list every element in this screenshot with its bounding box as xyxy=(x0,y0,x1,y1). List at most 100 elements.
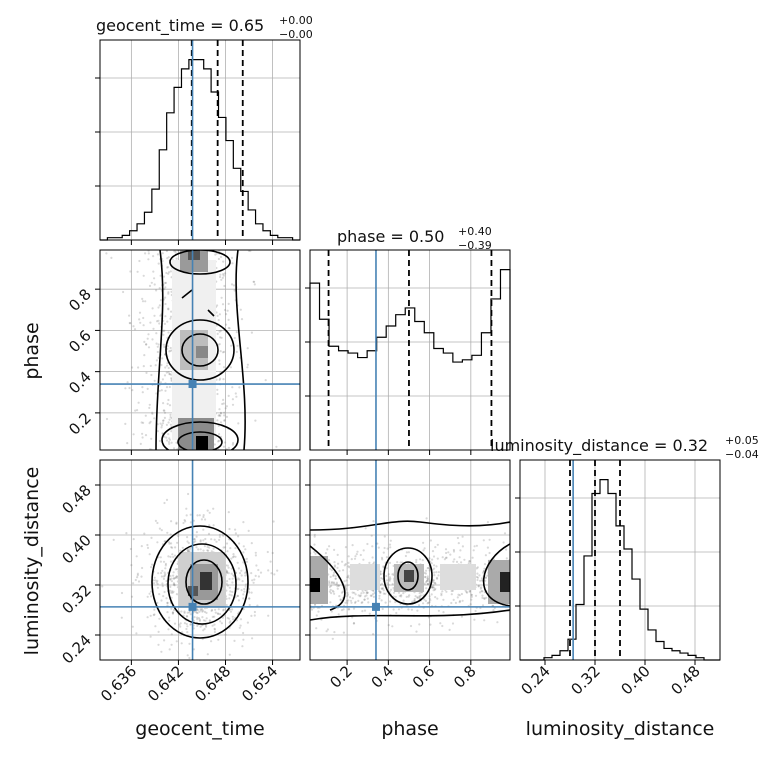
svg-text:phase = 0.50: phase = 0.50 xyxy=(337,227,444,246)
sample-point xyxy=(253,610,256,614)
sample-point xyxy=(426,602,429,605)
sample-point xyxy=(206,549,209,552)
sample-point xyxy=(232,284,235,287)
sample-point xyxy=(344,546,347,549)
sample-point xyxy=(359,595,362,598)
title-phase: phase = 0.50 +0.40 −0.39 xyxy=(337,225,492,252)
sample-point xyxy=(366,591,369,594)
sample-point xyxy=(153,608,156,611)
title-geocent-time-plus: +0.00 xyxy=(279,14,313,27)
sample-point xyxy=(343,564,346,567)
sample-point xyxy=(483,619,486,622)
sample-point xyxy=(272,520,275,523)
sample-point xyxy=(233,639,236,643)
sample-point xyxy=(163,329,166,332)
sample-point xyxy=(357,599,360,603)
sample-point xyxy=(216,388,219,391)
sample-point xyxy=(175,575,179,578)
sample-point xyxy=(169,315,173,318)
sample-point xyxy=(382,551,385,554)
sample-point xyxy=(156,253,159,256)
sample-point xyxy=(142,316,145,320)
sample-point xyxy=(470,598,473,601)
sample-point xyxy=(161,252,164,255)
sample-point xyxy=(218,408,221,411)
sample-point xyxy=(426,577,429,580)
sample-point xyxy=(361,601,364,604)
sample-point xyxy=(452,598,455,602)
sample-point xyxy=(485,596,488,599)
sample-point xyxy=(216,314,219,317)
sample-point xyxy=(216,392,219,396)
sample-point xyxy=(481,604,485,607)
sample-point xyxy=(218,359,221,362)
sample-point xyxy=(427,601,430,604)
contour-line xyxy=(169,250,231,275)
sample-point xyxy=(173,447,176,450)
sample-point xyxy=(163,409,166,412)
hist-panel-geocent-time xyxy=(95,39,301,245)
sample-point xyxy=(156,601,159,605)
sample-point xyxy=(199,608,202,611)
sample-point xyxy=(137,366,140,369)
sample-point xyxy=(380,556,384,559)
scatter-panel-phase-vs-luminosity-distance xyxy=(305,459,511,665)
sample-point xyxy=(239,308,242,311)
sample-point xyxy=(252,581,255,584)
density-cell xyxy=(488,560,510,604)
sample-point xyxy=(201,609,204,612)
sample-point xyxy=(439,622,442,625)
sample-point xyxy=(240,574,243,577)
sample-point xyxy=(226,580,229,583)
sample-point xyxy=(317,610,320,613)
sample-point xyxy=(188,656,191,660)
sample-point xyxy=(242,551,245,554)
sample-point xyxy=(240,589,243,592)
sample-point xyxy=(194,610,197,613)
sample-point xyxy=(166,345,169,348)
sample-point xyxy=(228,527,231,531)
sample-point xyxy=(426,577,429,580)
density-cell xyxy=(404,570,414,582)
sample-point xyxy=(225,571,228,574)
sample-point xyxy=(223,350,226,353)
hist-steps xyxy=(309,269,511,450)
sample-point xyxy=(138,259,141,263)
sample-point xyxy=(213,623,216,626)
sample-point xyxy=(181,631,184,634)
sample-point xyxy=(171,611,174,614)
sample-point xyxy=(336,585,339,588)
sample-point xyxy=(168,373,171,376)
x-axis-label-phase: phase xyxy=(381,718,438,740)
sample-point xyxy=(440,594,443,597)
sample-point xyxy=(154,625,157,628)
sample-point xyxy=(427,566,430,570)
title-geocent-time-minus: −0.00 xyxy=(279,28,313,41)
sample-point xyxy=(336,553,339,557)
sample-point xyxy=(155,332,158,335)
sample-point xyxy=(224,546,227,549)
sample-point xyxy=(126,381,129,384)
sample-point xyxy=(138,318,141,321)
sample-point xyxy=(232,555,235,558)
sample-point xyxy=(203,610,206,614)
sample-point xyxy=(477,584,480,588)
sample-point xyxy=(214,611,217,614)
sample-point xyxy=(355,553,358,556)
sample-point xyxy=(132,538,135,541)
sample-point xyxy=(335,583,339,586)
sample-point xyxy=(246,366,249,369)
panel-content xyxy=(310,460,510,660)
sample-point xyxy=(220,296,223,299)
sample-point xyxy=(173,583,176,586)
sample-point xyxy=(248,603,251,607)
sample-point xyxy=(441,556,444,559)
panel-content xyxy=(100,460,300,660)
sample-point xyxy=(254,574,257,578)
sample-point xyxy=(254,554,257,557)
sample-point xyxy=(175,640,178,643)
sample-point xyxy=(480,590,483,593)
sample-point xyxy=(427,583,430,586)
sample-point xyxy=(461,535,464,538)
sample-point xyxy=(350,601,353,604)
